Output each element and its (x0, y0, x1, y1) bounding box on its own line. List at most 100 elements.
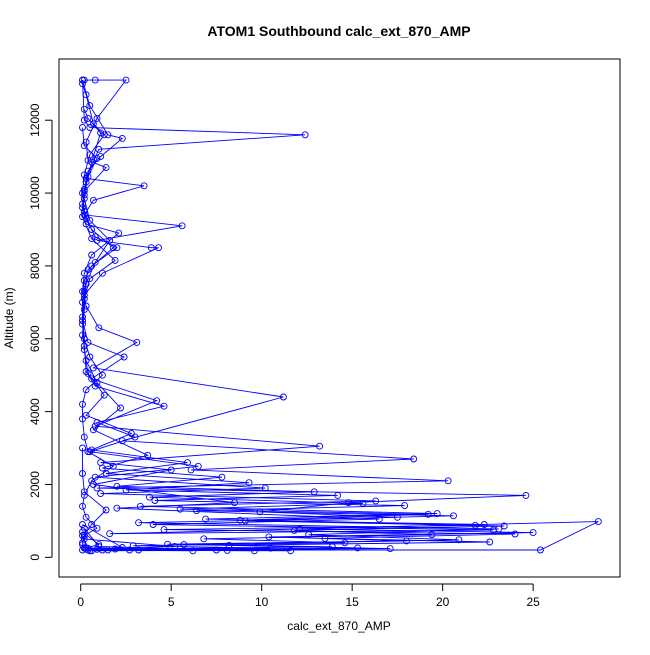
x-tick-label: 10 (255, 595, 269, 609)
data-point (136, 502, 144, 510)
data-point (218, 473, 226, 481)
data-point (111, 256, 119, 264)
data-point (88, 446, 96, 454)
data-point (102, 470, 110, 477)
data-point (84, 338, 92, 346)
x-axis: 0 5 10 15 20 25 (77, 583, 540, 609)
data-point (115, 229, 123, 237)
data-point (200, 535, 208, 543)
data-point (160, 526, 168, 534)
data-point (100, 391, 108, 399)
data-point (279, 393, 287, 401)
data-point (109, 244, 117, 252)
data-point (160, 402, 168, 410)
data-point (88, 235, 96, 243)
series-line (82, 80, 599, 551)
y-tick-label: 10000 (28, 176, 42, 210)
data-point (79, 124, 86, 131)
data-point (149, 521, 157, 528)
data-point (79, 502, 86, 510)
data-point (98, 269, 106, 277)
data-point (86, 216, 94, 224)
series-3 (79, 76, 530, 555)
data-point (401, 502, 409, 510)
data-point (118, 544, 126, 551)
data-point (155, 244, 162, 252)
data-point (89, 364, 97, 372)
data-point (80, 535, 88, 543)
data-point (80, 346, 88, 354)
data-point (82, 280, 90, 288)
data-point (88, 375, 96, 383)
data-point (118, 134, 126, 142)
data-point (97, 129, 105, 137)
data-point (241, 517, 249, 525)
data-point (79, 320, 86, 328)
data-point (91, 258, 99, 266)
data-point (424, 510, 432, 518)
y-tick-label: 2000 (28, 471, 42, 498)
data-point (301, 131, 309, 139)
data-point (372, 497, 380, 505)
data-point (82, 91, 90, 99)
data-point (261, 484, 269, 492)
y-tick-label: 6000 (28, 325, 42, 352)
data-point (117, 404, 124, 412)
data-point (287, 547, 295, 555)
data-point (88, 158, 96, 166)
data-point (89, 481, 97, 488)
data-point (79, 532, 86, 539)
data-point (146, 493, 153, 501)
data-point (334, 491, 342, 499)
x-tick-label: 5 (168, 595, 175, 609)
x-tick-label: 25 (526, 595, 540, 609)
data-point (444, 477, 452, 485)
data-point (410, 455, 418, 463)
data-point (79, 400, 86, 408)
data-point (79, 521, 86, 528)
x-tick-label: 15 (345, 595, 359, 609)
data-point (267, 544, 275, 552)
data-point (100, 131, 108, 139)
data-point (97, 490, 105, 498)
data-point (89, 120, 97, 128)
data-point (131, 433, 139, 441)
data-point (194, 462, 202, 470)
data-point (80, 287, 88, 295)
data-point (80, 488, 88, 496)
data-point (79, 80, 86, 88)
data-point (93, 524, 101, 532)
data-point (403, 537, 410, 545)
data-point (80, 76, 88, 84)
data-point (86, 448, 94, 456)
data-point (84, 114, 92, 122)
data-point (82, 368, 90, 375)
data-point (93, 484, 101, 492)
data-point (98, 546, 106, 554)
y-tick-label: 12000 (28, 103, 42, 137)
data-point (98, 464, 106, 472)
data-point (88, 251, 96, 259)
data-point (84, 173, 92, 181)
data-point (79, 204, 86, 212)
data-point (265, 533, 273, 541)
y-axis: 0 2000 4000 6000 8000 10000 12000 (28, 103, 53, 561)
data-point (511, 530, 519, 538)
data-point (176, 505, 184, 513)
data-point (594, 518, 602, 526)
data-point (89, 196, 97, 204)
data-point (127, 430, 135, 437)
x-axis-label: calc_ext_870_AMP (287, 619, 390, 633)
data-point (341, 539, 349, 547)
data-point (80, 306, 88, 314)
data-point (82, 386, 90, 394)
data-point (122, 76, 130, 84)
data-point (89, 426, 97, 434)
data-point (178, 222, 186, 230)
data-point (428, 531, 436, 539)
data-point (84, 266, 92, 274)
data-point (88, 226, 96, 233)
data-point (79, 528, 86, 536)
data-point (80, 105, 88, 113)
data-point (84, 369, 92, 377)
